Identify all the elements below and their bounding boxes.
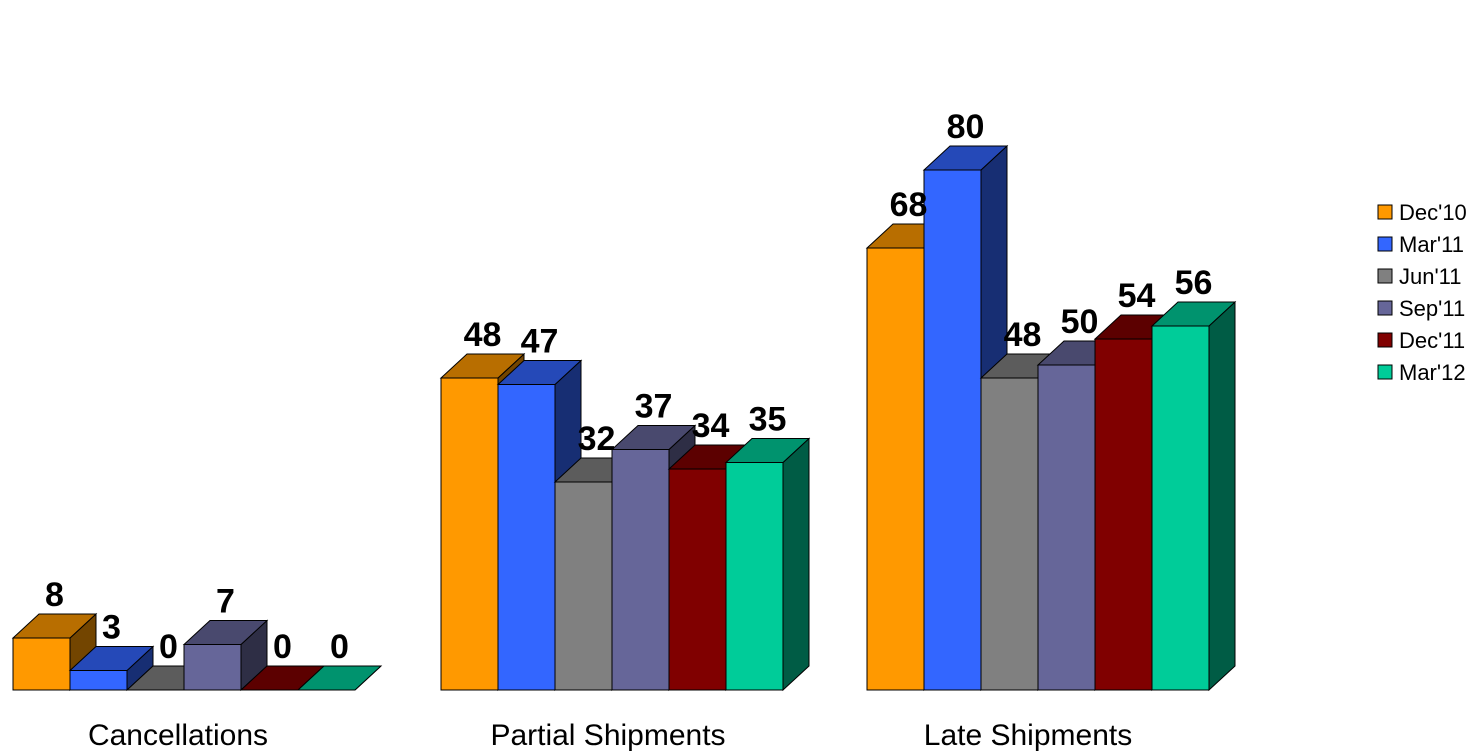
data-label-late-shipments-mar-12: 56: [1175, 264, 1213, 302]
bar-side-face: [1208, 300, 1236, 692]
data-label-late-shipments-dec-11: 54: [1118, 277, 1156, 315]
data-label-cancellations-sep-11: 7: [216, 583, 235, 621]
bar-top-face: [1150, 301, 1237, 327]
bars-layer: [11, 144, 1237, 692]
bar-front-face: [1151, 325, 1210, 691]
bar-front-face: [725, 462, 784, 691]
data-label-cancellations-jun-11: 0: [159, 628, 178, 666]
legend-label: Jun'11: [1399, 264, 1462, 289]
bar-front-face: [183, 644, 242, 691]
bar-cancellations-mar-12: [296, 665, 383, 691]
bar-top-face: [724, 438, 811, 463]
bar-top-face: [11, 613, 98, 639]
data-label-cancellations-dec-11: 0: [273, 628, 292, 666]
legend-label: Dec'11: [1399, 328, 1465, 353]
legend-swatch: [1377, 268, 1393, 284]
bar-front-face: [866, 247, 925, 691]
data-label-cancellations-mar-11: 3: [102, 609, 121, 647]
bar-top-face: [439, 353, 526, 379]
data-label-late-shipments-mar-11: 80: [947, 108, 985, 146]
legend-swatch: [1377, 204, 1393, 220]
data-label-partial-shipments-dec-11: 34: [692, 407, 730, 445]
legend-swatch: [1377, 300, 1393, 316]
legend-swatch: [1377, 332, 1393, 348]
data-label-late-shipments-jun-11: 48: [1004, 316, 1042, 354]
category-label-late-shipments: Late Shipments: [924, 719, 1132, 752]
bar-front-face: [1094, 338, 1153, 691]
legend-item-mar-11: Mar'11: [1377, 232, 1464, 257]
data-label-cancellations-mar-12: 0: [330, 628, 349, 666]
data-label-cancellations-dec-10: 8: [45, 576, 64, 614]
legend-label: Mar'12: [1399, 360, 1466, 385]
data-label-partial-shipments-mar-12: 35: [749, 401, 787, 439]
category-label-partial-shipments: Partial Shipments: [490, 719, 725, 752]
legend-label: Dec'10: [1399, 200, 1467, 225]
bar-front-face: [69, 670, 128, 691]
legend-item-mar-12: Mar'12: [1377, 360, 1466, 385]
bar-front-face: [611, 449, 670, 691]
bar-front-face: [1037, 364, 1096, 691]
bar-front-face: [554, 481, 613, 691]
legend-item-sep-11: Sep'11: [1377, 296, 1465, 321]
bar-top-face: [182, 620, 269, 645]
bar-side-face: [782, 437, 810, 692]
data-label-partial-shipments-mar-11: 47: [521, 323, 559, 361]
bar-partial-shipments-mar-12: [724, 437, 811, 692]
bar-top-face: [610, 425, 697, 450]
legend-label: Sep'11: [1399, 296, 1465, 321]
category-label-cancellations: Cancellations: [88, 719, 268, 752]
data-label-partial-shipments-dec-10: 48: [464, 316, 502, 354]
bar-late-shipments-mar-12: [1150, 300, 1237, 692]
data-label-late-shipments-dec-10: 68: [890, 186, 928, 224]
legend-item-dec-10: Dec'10: [1377, 200, 1467, 225]
bar-top-face: [68, 646, 155, 671]
data-label-partial-shipments-jun-11: 32: [578, 420, 616, 458]
bar-top-face: [296, 665, 383, 691]
legend-label: Mar'11: [1399, 232, 1464, 257]
legend-swatch: [1377, 236, 1393, 252]
bar-front-face: [923, 169, 982, 691]
bar-front-face: [12, 637, 71, 691]
bar-top-face: [922, 145, 1009, 171]
legend-swatch: [1377, 364, 1393, 380]
bar-cancellations-sep-11: [182, 619, 269, 692]
bar-front-face: [440, 377, 499, 691]
data-label-partial-shipments-sep-11: 37: [635, 388, 673, 426]
category-labels-layer: Cancellations Partial Shipments Late Shipm…: [88, 719, 1132, 752]
data-label-late-shipments-sep-11: 50: [1061, 303, 1099, 341]
legend: Dec'10 Mar'11 Jun'11 Sep'11 Dec'11 Mar'12: [1377, 200, 1467, 385]
bar-top-face: [496, 360, 583, 385]
legend-item-dec-11: Dec'11: [1377, 328, 1465, 353]
bar-front-face: [668, 468, 727, 691]
bar-front-face: [980, 377, 1039, 691]
bar-front-face: [497, 384, 556, 691]
legend-item-jun-11: Jun'11: [1377, 264, 1462, 289]
